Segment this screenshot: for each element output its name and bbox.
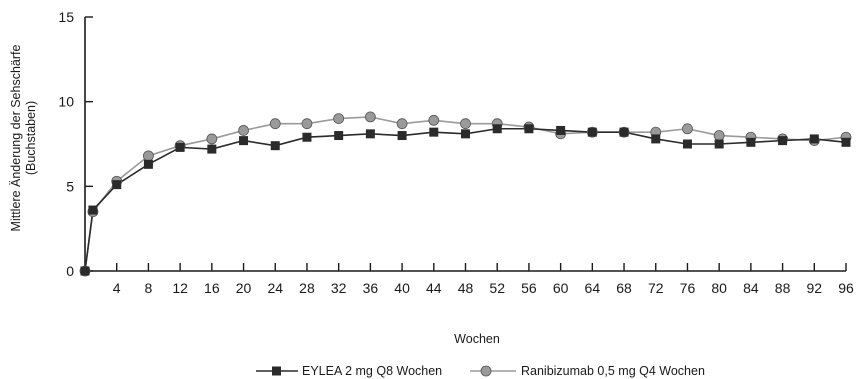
data-point-ranibizumab [364,111,376,123]
data-point-eylea [746,137,756,147]
data-point-eylea [334,131,344,141]
x-tick-label: 24 [267,280,283,296]
y-axis-label-line2: (Buchstaben) [24,101,38,175]
x-tick-label: 56 [521,280,537,296]
data-point-ranibizumab [206,133,218,145]
x-tick-label: 16 [204,280,220,296]
legend-item-eylea: EYLEA 2 mg Q8 Wochen [256,364,442,378]
x-tick-label: 28 [299,280,315,296]
data-point-ranibizumab [333,113,345,124]
legend-square-marker-icon [272,366,281,376]
y-axis-label-line1: Mittlere Änderung der Sehschärfe [9,45,23,232]
data-point-eylea [461,129,470,139]
x-tick-label: 44 [426,280,442,296]
data-point-ranibizumab [713,130,725,141]
data-point-ranibizumab [238,125,249,136]
data-point-eylea [270,141,280,151]
x-tick-label: 48 [458,280,474,296]
data-point-eylea [492,124,502,134]
x-tick-label: 72 [648,280,664,296]
data-point-eylea [682,139,692,149]
data-point-eylea [302,132,312,142]
data-point-eylea [365,129,375,139]
data-point-ranibizumab [396,118,408,130]
data-point-eylea [524,124,534,134]
x-tick-label: 4 [113,280,121,296]
legend-label-eylea: EYLEA 2 mg Q8 Wochen [302,364,442,378]
data-point-eylea [556,125,566,135]
x-tick-label: 20 [236,280,252,296]
x-tick-label: 52 [489,280,505,296]
y-tick-label: 0 [66,263,74,279]
x-tick-label: 68 [616,280,632,296]
data-point-eylea [841,137,851,147]
x-axis-label: Wochen [454,332,500,346]
data-point-ranibizumab [682,123,693,135]
series-line-ranibizumab [84,116,847,272]
x-tick-label: 76 [680,280,696,296]
x-tick-label: 64 [585,280,601,296]
data-point-eylea [587,127,597,137]
x-tick-label: 96 [838,280,854,296]
x-tick-label: 92 [807,280,823,296]
data-point-eylea [429,127,439,137]
legend-circle-marker-icon [480,365,492,377]
legend-item-ranibizumab: Ranibizumab 0,5 mg Q4 Wochen [470,364,705,378]
data-point-eylea [397,131,407,141]
legend-label-ranibizumab: Ranibizumab 0,5 mg Q4 Wochen [521,364,705,378]
data-point-eylea [778,136,788,146]
data-point-ranibizumab [428,114,440,126]
data-point-ranibizumab [269,118,281,130]
x-tick-label: 80 [711,280,727,296]
legend: EYLEA 2 mg Q8 Wochen Ranibizumab 0,5 mg … [256,364,705,378]
data-point-ranibizumab [143,150,154,162]
x-tick-label: 60 [553,280,569,296]
y-tick-label: 15 [58,9,74,25]
x-tick-label: 84 [743,280,759,296]
x-tick-label: 8 [145,280,153,296]
data-point-eylea [239,136,249,146]
y-tick-label: 10 [58,94,74,110]
x-tick-label: 32 [331,280,347,296]
data-point-eylea [143,159,153,169]
y-tick-label: 5 [66,178,74,194]
data-point-eylea [651,134,661,144]
data-point-eylea [80,266,90,276]
x-tick-label: 36 [363,280,379,296]
series-line-eylea [84,127,847,272]
data-point-ranibizumab [460,118,471,130]
data-point-ranibizumab [301,118,313,130]
data-point-eylea [175,142,185,152]
data-point-eylea [714,139,724,149]
x-tick-label: 88 [775,280,791,296]
x-tick-label: 40 [394,280,410,296]
data-point-eylea [619,127,629,137]
data-point-eylea [809,134,819,144]
data-point-eylea [88,205,98,215]
data-point-eylea [207,144,217,154]
series-layer [79,111,852,277]
data-point-eylea [112,180,122,190]
x-tick-label: 12 [172,280,188,296]
